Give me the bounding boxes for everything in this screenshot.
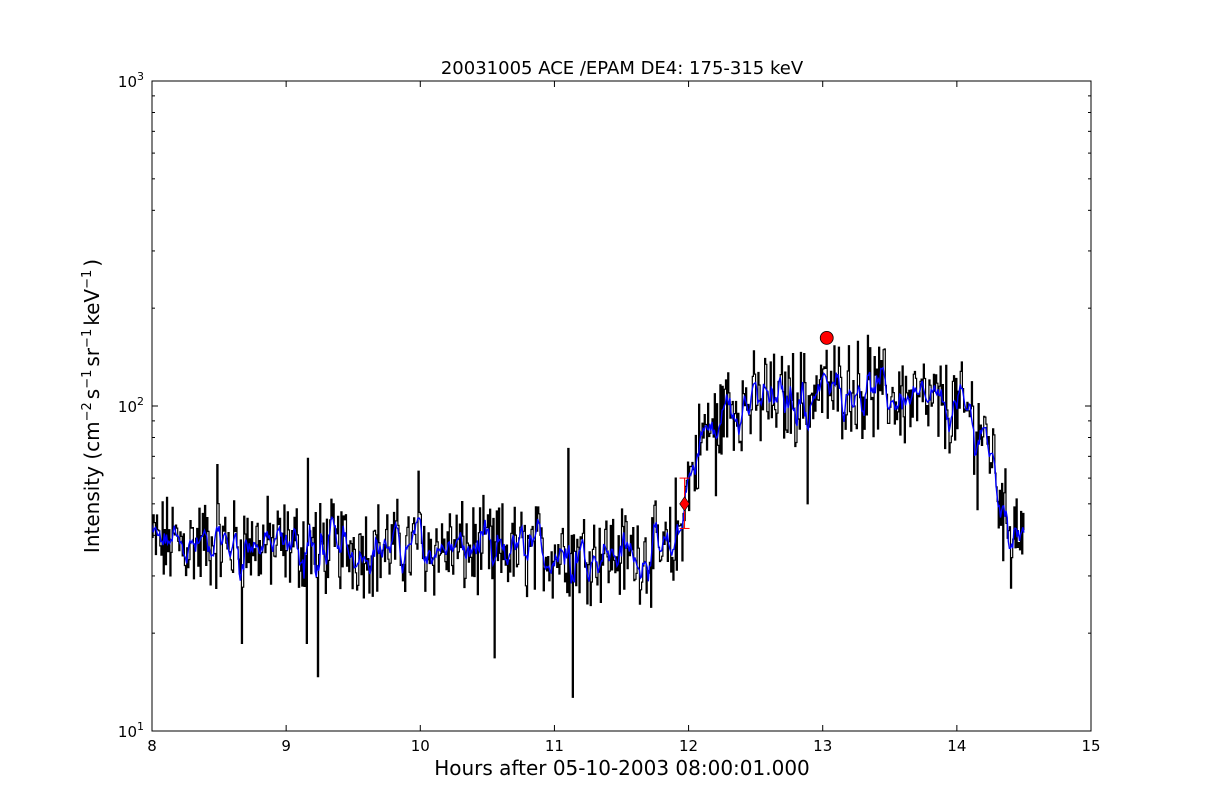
y-label-sup1: −2 xyxy=(80,402,95,421)
x-axis: 8 9 10 11 12 13 14 15 xyxy=(147,81,1101,755)
peak-marker-circle xyxy=(819,331,834,345)
onset-marker-diamond xyxy=(679,496,690,512)
chart-title: 20031005 ACE /EPAM DE4: 175-315 keV xyxy=(441,58,804,79)
x-tick-label: 8 xyxy=(147,737,157,755)
x-tick-label: 12 xyxy=(679,737,698,755)
y-label-sup4: −1 xyxy=(80,270,95,289)
x-tick-label: 9 xyxy=(281,737,291,755)
y-label-sup2: −1 xyxy=(80,370,95,389)
y-tick-label: 102 xyxy=(118,395,144,416)
series-smoothed-line xyxy=(152,366,1025,584)
x-tick-label: 11 xyxy=(545,737,564,755)
y-label-mid2: sr xyxy=(80,347,104,366)
series-layer xyxy=(152,334,1025,698)
y-label-mid3: keV xyxy=(80,289,104,326)
y-axis-label: Intensity (cm−2s−1sr−1keV−1) xyxy=(80,259,104,553)
series-raw-line xyxy=(152,334,1025,698)
x-tick-label: 14 xyxy=(947,737,966,755)
y-label-prefix: Intensity (cm xyxy=(80,421,104,553)
y-tick-label: 101 xyxy=(118,720,144,741)
plot-frame xyxy=(151,80,1092,732)
y-label-suffix: ) xyxy=(80,259,104,267)
x-axis-label: Hours after 05-10-2003 08:00:01.000 xyxy=(434,756,810,780)
y-label-mid1: s xyxy=(80,389,104,399)
y-tick-label: 103 xyxy=(118,70,144,91)
x-tick-label: 13 xyxy=(813,737,832,755)
x-tick-label: 15 xyxy=(1081,737,1100,755)
y-label-sup3: −1 xyxy=(80,329,95,348)
y-axis: 101 102 103 xyxy=(118,70,1091,741)
marker-layer xyxy=(679,331,834,529)
x-tick-label: 10 xyxy=(411,737,430,755)
